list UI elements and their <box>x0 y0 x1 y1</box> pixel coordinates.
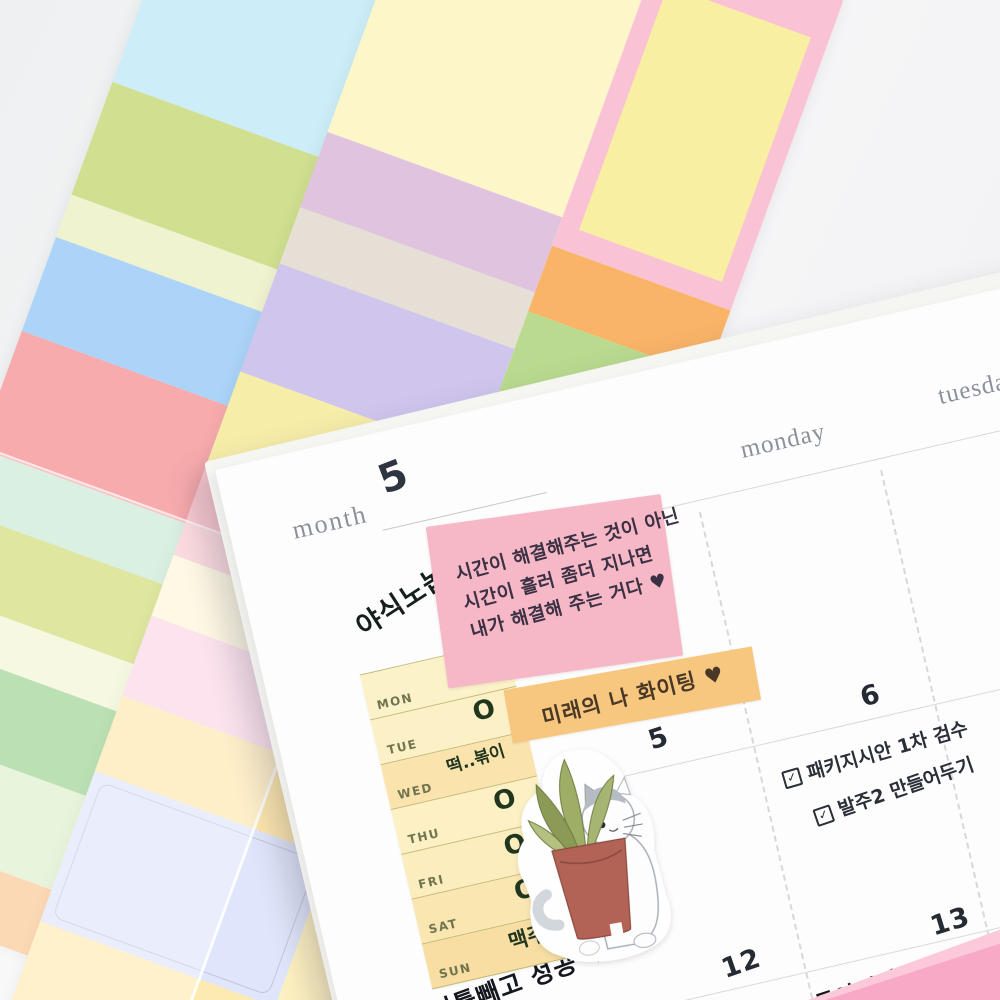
checked-checkbox-icon: ✓ <box>781 767 804 790</box>
tracker-day-label: WED <box>396 780 435 803</box>
pink-memo-sticker: 시간이 해결해주는 것이 아닌 시간이 흘러 좀더 지나면 내가 해결해 주는 … <box>425 494 684 689</box>
plant-leaf <box>527 819 569 855</box>
corner-pink-paper <box>808 912 1000 1000</box>
month-value-handwritten: 5 <box>371 450 416 504</box>
cat-mouth <box>608 827 619 832</box>
tracker-day-label: SUN <box>437 960 473 982</box>
month-label: month <box>289 499 371 545</box>
tracker-day-label: FRI <box>416 872 446 892</box>
checked-checkbox-icon: ✓ <box>812 803 836 827</box>
day-header-tuesday: tuesday <box>935 364 1000 411</box>
cat-tail <box>532 889 565 931</box>
tracker-day-label: SAT <box>427 916 460 937</box>
tracker-day-label: THU <box>406 825 442 847</box>
date-12-handwritten: 12 <box>717 942 766 985</box>
tracker-day-label: TUE <box>385 736 419 758</box>
tracker-entry: O <box>469 693 499 729</box>
flower-pot-notch <box>609 922 624 937</box>
flower-pot-rim-line <box>559 849 623 865</box>
plant-leaf <box>559 758 587 848</box>
date-6-handwritten: 6 <box>856 678 885 714</box>
cat-paw <box>578 940 600 956</box>
cat-ear-right <box>615 776 632 796</box>
plant-leaf <box>535 783 579 851</box>
planner-page: month 5 monday tuesday 5 6 12 13 ✓ 패키지시안… <box>215 209 1000 1000</box>
tracker-day-label: MON <box>375 690 415 713</box>
cat-paw <box>633 932 657 948</box>
cat-plant-sticker <box>517 749 671 962</box>
cat-whiskers <box>622 812 643 837</box>
plant-leaf <box>586 774 615 847</box>
corner-paper-face <box>825 943 1000 1000</box>
day-header-monday: monday <box>737 418 829 464</box>
todo-list: ✓ 패키지시안 1차 검수 ✓ 발주2 만들어두기 <box>780 709 1000 833</box>
